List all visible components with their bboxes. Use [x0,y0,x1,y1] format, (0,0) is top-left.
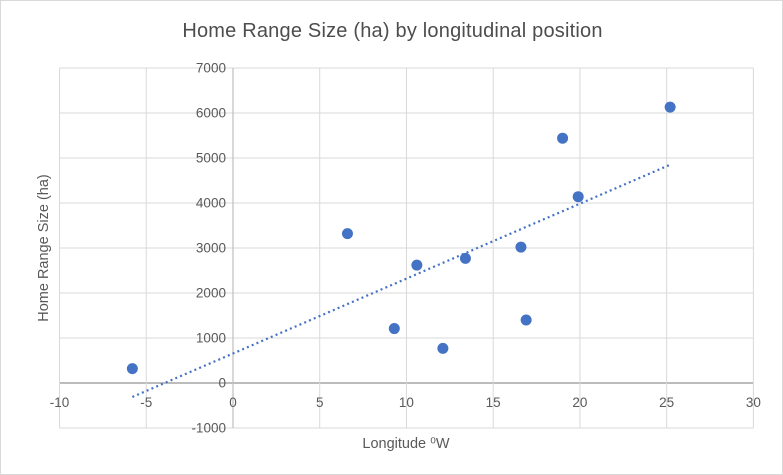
x-tick-label: 10 [399,395,414,410]
data-point [411,259,423,271]
y-tick-label: 3000 [196,241,226,256]
y-axis-title: Home Range Size (ha) [36,174,52,322]
data-point [520,314,532,326]
y-tick-label: 5000 [196,151,226,166]
x-tick-label: 15 [486,395,501,410]
data-point [126,363,138,375]
x-tick-label: -10 [50,395,70,410]
y-tick-label: -1000 [191,421,226,436]
x-tick-label: -5 [140,395,152,410]
data-point [557,132,569,144]
y-tick-label: 7000 [196,61,226,76]
data-point [459,252,471,264]
x-tick-label: 5 [316,395,324,410]
data-point [664,101,676,113]
data-point [341,228,353,240]
y-tick-label: 2000 [196,286,226,301]
y-tick-label: 0 [218,376,226,391]
data-point [515,241,527,253]
x-tick-label: 0 [229,395,237,410]
x-axis-title: Longitude ⁰W [362,436,450,452]
data-point [437,342,449,354]
data-point [388,323,400,335]
y-tick-label: 1000 [196,331,226,346]
trendline [131,163,671,398]
x-tick-label: 30 [746,395,761,410]
x-tick-label: 25 [659,395,674,410]
y-tick-label: 6000 [196,106,226,121]
chart-title: Home Range Size (ha) by longitudinal pos… [182,20,603,42]
data-point [572,191,584,203]
y-tick-label: 4000 [196,196,226,211]
x-tick-label: 20 [572,395,587,410]
